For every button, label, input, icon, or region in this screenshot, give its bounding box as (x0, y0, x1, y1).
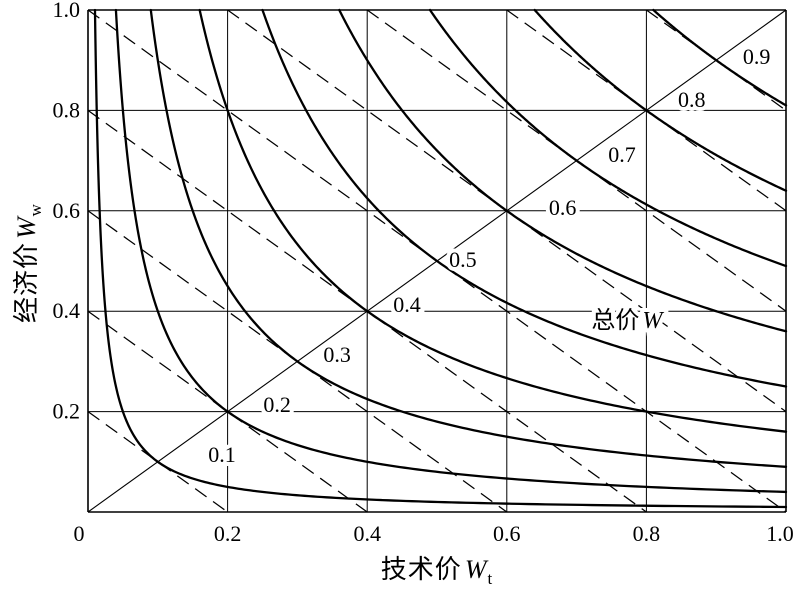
y-tick-label-0.6: 0.6 (53, 198, 81, 223)
x-tick-label-0.4: 0.4 (353, 521, 381, 546)
tangent-line-W0.2 (87, 310, 368, 513)
level-label-0.9: 0.9 (743, 44, 771, 69)
y-tick-label-0.2: 0.2 (53, 399, 81, 424)
tangent-line-W0.3 (87, 210, 508, 513)
level-label-0.3: 0.3 (323, 342, 351, 367)
contour-curve-W0.6 (338, 8, 788, 333)
y-tick-label-1.0: 1.0 (53, 0, 81, 22)
level-label-0.2: 0.2 (263, 392, 291, 417)
contour-curve-W0.7 (428, 8, 788, 268)
tangent-line-W0.9 (646, 9, 787, 111)
x-axis-title-text: 技术价 (380, 555, 462, 584)
contour-curve-W0.3 (149, 8, 788, 468)
tangent-line-W0.8 (506, 9, 787, 212)
x-axis-title: 技术价 Wt (88, 549, 786, 589)
level-label-0.5: 0.5 (449, 247, 477, 272)
x-tick-label-1.0: 1.0 (766, 521, 794, 546)
contour-curve-W0.1 (93, 8, 788, 509)
contour-curve-W0.2 (114, 8, 788, 494)
level-label-0.4: 0.4 (393, 292, 421, 317)
level-label-0.7: 0.7 (608, 142, 636, 167)
y-tick-label-0.4: 0.4 (53, 298, 81, 323)
contour-curve-W0.5 (261, 8, 788, 388)
contour-curve-W0.8 (533, 8, 788, 192)
contour-curve-W0.4 (198, 8, 788, 433)
y-tick-label-0.8: 0.8 (53, 97, 81, 122)
level-label-0.1: 0.1 (208, 442, 236, 467)
y-axis-title-text: 经济价 (11, 242, 41, 324)
x-tick-label-0: 0 (74, 521, 85, 546)
x-tick-label-0.6: 0.6 (493, 521, 521, 546)
x-axis-subscript: t (487, 569, 494, 589)
x-tick-label-0.2: 0.2 (214, 521, 242, 546)
y-axis-subscript: w (26, 203, 46, 217)
total-price-label: 总价 W (591, 307, 664, 334)
level-label-0.8: 0.8 (678, 87, 706, 112)
y-axis-variable: W (11, 216, 41, 240)
tangent-line-W0.7 (366, 9, 787, 312)
y-axis-title: 经济价Ww (6, 163, 46, 363)
contour-curve-W0.9 (652, 8, 788, 107)
tangent-line-W0.1 (87, 411, 228, 513)
level-label-0.6: 0.6 (549, 195, 577, 220)
x-axis-variable: W (464, 555, 488, 584)
x-tick-label-0.8: 0.8 (633, 521, 661, 546)
